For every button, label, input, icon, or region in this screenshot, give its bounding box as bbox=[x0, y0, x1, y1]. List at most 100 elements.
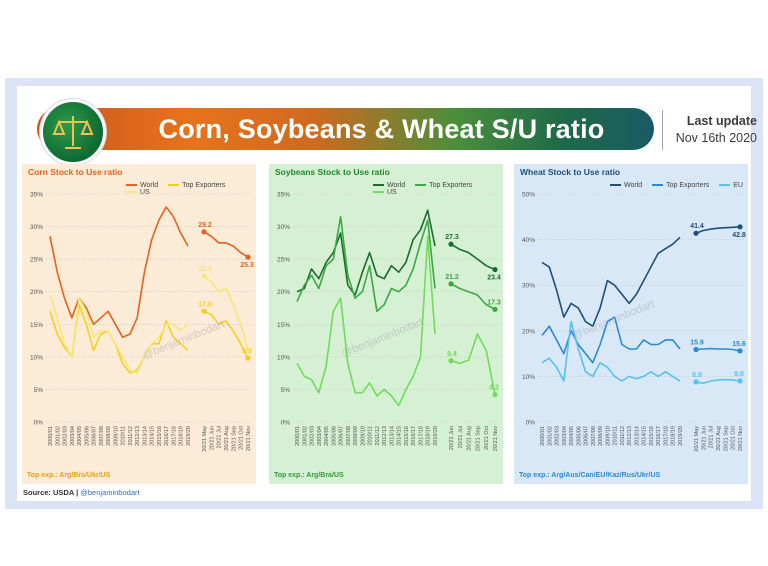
soybeans-legend: World Top Exporters US bbox=[365, 182, 503, 196]
soy-legend-top-swatch bbox=[415, 184, 427, 187]
corn-legend-top-swatch bbox=[168, 184, 180, 187]
infographic-card: Corn, Soybeans & Wheat S/U ratio Last up… bbox=[17, 86, 757, 501]
page-title: Corn, Soybeans & Wheat S/U ratio bbox=[158, 114, 605, 144]
corn-xtick-label: 2009/10 bbox=[113, 426, 119, 446]
soybeans-ytick-label: 5% bbox=[281, 387, 291, 394]
corn-legend-world: World bbox=[126, 182, 158, 189]
image-frame: Corn, Soybeans & Wheat S/U ratio Last up… bbox=[5, 78, 763, 509]
wheat-forecast-top-exporters-end-label: 15.6 bbox=[732, 341, 746, 348]
corn-xtick-label: 2003/04 bbox=[70, 426, 76, 446]
soybeans-xtick-label: 2002/03 bbox=[310, 426, 316, 446]
scale-logo-icon bbox=[40, 99, 106, 165]
corn-legend-us-swatch bbox=[126, 191, 137, 194]
corn-forecast-xtick-label: 20/21 Jul bbox=[217, 426, 223, 448]
last-update-date: Nov 16th 2020 bbox=[675, 131, 757, 145]
soybeans-plot: 0% 5% 10% 15% 20% 25% 30% 35% 2000/01 2001/02 2002… bbox=[277, 192, 501, 452]
wheat-xtick-label: 2017/18 bbox=[663, 426, 669, 446]
corn-ytick-label: 25% bbox=[30, 257, 43, 264]
soybeans-xtick-label: 2000/01 bbox=[295, 426, 301, 446]
wheat-legend-world-swatch bbox=[610, 184, 621, 187]
wheat-ytick-label: 50% bbox=[522, 192, 535, 199]
corn-xtick-label: 2011/12 bbox=[128, 426, 134, 445]
soybeans-forecast-world-start-point bbox=[448, 241, 454, 247]
corn-forecast-world-start-point bbox=[201, 229, 207, 235]
corn-xtick-label: 2010/11 bbox=[121, 426, 127, 445]
corn-xtick-label: 2016/17 bbox=[164, 426, 170, 446]
soybeans-xtick-label: 2007/08 bbox=[346, 426, 352, 446]
soybeans-xtick-label: 2016/17 bbox=[411, 426, 417, 446]
corn-forecast-world-end-point bbox=[245, 254, 251, 260]
wheat-xtick-label: 2015/16 bbox=[649, 426, 655, 446]
soybeans-xtick-label: 2008/09 bbox=[353, 426, 359, 446]
corn-forecast-xtick-label: 20/21 Jun bbox=[209, 426, 215, 450]
wheat-forecast-world-end-label: 42.8 bbox=[732, 232, 746, 239]
soybeans-top-exporters-note: Top exp.: Arg/Bra/US bbox=[274, 472, 344, 479]
wheat-forecast-xtick-label: 20/21 Sep bbox=[723, 426, 729, 451]
soybeans-ytick-label: 15% bbox=[277, 322, 290, 329]
wheat-xtick-label: 2000/01 bbox=[540, 426, 546, 446]
soy-legend-top: Top Exporters bbox=[415, 182, 472, 189]
wheat-forecast-xtick-label: 20/21 Jun bbox=[701, 426, 707, 450]
wheat-series-world-line bbox=[541, 236, 681, 327]
corn-series-us-line bbox=[49, 294, 189, 374]
wheat-forecast-eu-end-point bbox=[737, 378, 743, 384]
soybeans-xtick-label: 2001/02 bbox=[302, 426, 308, 446]
corn-forecast-top-exporters-start-label: 17.0 bbox=[198, 301, 212, 308]
wheat-chart-panel: Wheat Stock to Use ratio World Top Expor… bbox=[514, 164, 748, 484]
soybeans-xtick-label: 2019/20 bbox=[433, 426, 439, 446]
corn-forecast-xtick-label: 20/21 Aug bbox=[224, 426, 230, 451]
soybeans-forecast-world-line bbox=[450, 243, 496, 271]
source-credit: Source: USDA | @benjaminbodart bbox=[23, 488, 140, 497]
soybeans-forecast-top-exporters-start-point bbox=[448, 281, 454, 287]
soybeans-forecast-xtick-label: 20/21 Jul bbox=[458, 426, 464, 448]
soybeans-xtick-label: 2003/04 bbox=[317, 426, 323, 446]
wheat-ytick-label: 10% bbox=[522, 374, 535, 381]
wheat-forecast-top-exporters-line bbox=[695, 347, 741, 352]
wheat-chart-title: Wheat Stock to Use ratio bbox=[520, 167, 621, 177]
corn-series-world-line bbox=[49, 206, 189, 339]
soybeans-ytick-label: 10% bbox=[277, 354, 290, 361]
corn-forecast-us-start-label: 22.4 bbox=[198, 266, 212, 273]
corn-forecast-world-line bbox=[203, 231, 249, 258]
corn-ytick-label: 15% bbox=[30, 322, 43, 329]
corn-legend-world-swatch bbox=[126, 184, 137, 187]
corn-forecast-xtick-label: 20/21 Nov bbox=[246, 426, 252, 451]
wheat-xtick-label: 2003/04 bbox=[562, 426, 568, 446]
soy-legend-us: US bbox=[373, 189, 397, 196]
corn-forecast-top-exporters-line bbox=[203, 310, 249, 359]
wheat-xtick-label: 2009/10 bbox=[605, 426, 611, 446]
soybeans-forecast-us-start-label: 9.4 bbox=[447, 351, 457, 358]
wheat-forecast-xtick-label: 20/21 Aug bbox=[716, 426, 722, 451]
wheat-forecast-eu-start-point bbox=[693, 379, 699, 385]
corn-plot: 0% 5% 10% 15% 20% 25% 30% 35% 2000/01 2001/02 2002… bbox=[30, 192, 254, 452]
corn-xtick-label: 2013/14 bbox=[142, 426, 148, 446]
soybeans-xtick-label: 2018/19 bbox=[426, 426, 432, 446]
soybeans-chart-panel: Soybeans Stock to Use ratio World Top Ex… bbox=[269, 164, 503, 484]
wheat-xtick-label: 2019/20 bbox=[678, 426, 684, 446]
corn-xtick-label: 2005/06 bbox=[84, 426, 90, 446]
soybeans-xtick-label: 2017/18 bbox=[418, 426, 424, 446]
wheat-xtick-label: 2005/06 bbox=[576, 426, 582, 446]
wheat-xtick-label: 2010/11 bbox=[613, 426, 619, 445]
corn-legend-top: Top Exporters bbox=[168, 182, 225, 189]
soy-legend-world-swatch bbox=[373, 184, 384, 187]
corn-ytick-label: 30% bbox=[30, 224, 43, 231]
source-handle-link[interactable]: @benjaminbodart bbox=[80, 488, 140, 497]
corn-ytick-label: 35% bbox=[30, 192, 43, 199]
wheat-series-top-exporters-line bbox=[541, 316, 681, 364]
wheat-ytick-label: 30% bbox=[522, 283, 535, 290]
wheat-legend-eu-swatch bbox=[719, 184, 731, 187]
wheat-forecast-xtick-label: 20/21 Jul bbox=[709, 426, 715, 448]
wheat-forecast-xtick-label: 20/21 May bbox=[694, 426, 700, 452]
wheat-series-eu-line bbox=[541, 320, 681, 382]
soybeans-series-world-line bbox=[296, 209, 436, 296]
wheat-xtick-label: 2001/02 bbox=[547, 426, 553, 446]
wheat-ytick-label: 20% bbox=[522, 328, 535, 335]
corn-xtick-label: 2015/16 bbox=[157, 426, 163, 446]
corn-legend-us: US bbox=[126, 189, 150, 196]
soybeans-forecast-us-end-point bbox=[492, 392, 498, 398]
wheat-forecast-xtick-label: 20/21 Oct bbox=[731, 426, 737, 450]
corn-xtick-label: 2012/13 bbox=[135, 426, 141, 446]
soy-legend-us-swatch bbox=[373, 191, 384, 194]
wheat-ytick-label: 40% bbox=[522, 237, 535, 244]
